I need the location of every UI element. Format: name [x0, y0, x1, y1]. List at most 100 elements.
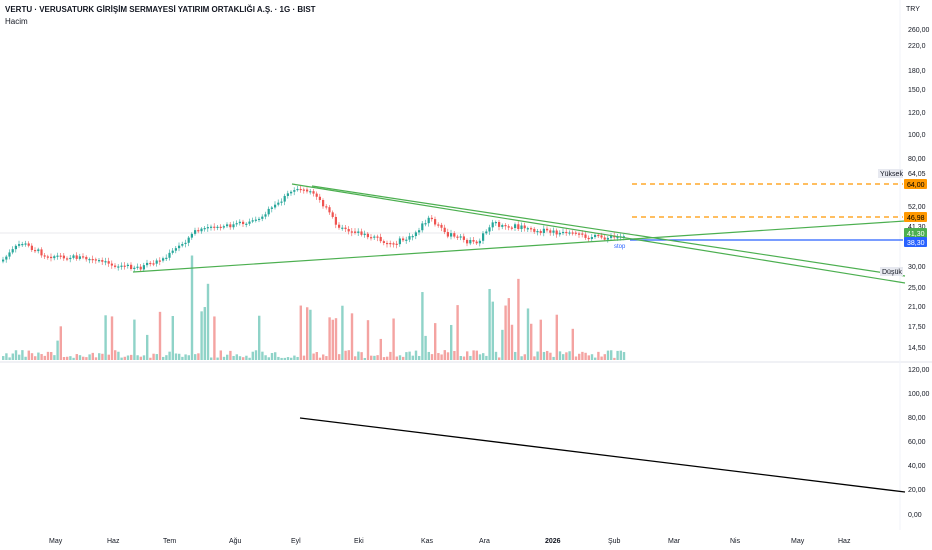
price-tick: 52,00 [908, 204, 926, 211]
volume-bar [30, 353, 34, 360]
candle [373, 236, 376, 238]
candle [277, 202, 280, 205]
volume-bar [357, 351, 360, 360]
candle [475, 241, 478, 244]
volume-bar [280, 357, 283, 360]
volume-bar [261, 351, 264, 360]
candle [283, 195, 286, 202]
volume-bar [587, 355, 590, 360]
candle [302, 189, 305, 191]
volume-bar [418, 355, 421, 360]
candle [104, 261, 107, 263]
lower-trendline[interactable] [132, 220, 906, 273]
candle [27, 243, 30, 246]
upper-trendline-b[interactable] [311, 185, 906, 277]
candle [523, 225, 526, 229]
candle [459, 236, 462, 238]
candle [130, 264, 133, 269]
volume-bar [162, 356, 165, 360]
candle [75, 255, 78, 259]
volume-bar [178, 353, 181, 360]
volume-bar [248, 357, 251, 360]
volume-bar [206, 283, 210, 360]
volume-bar [318, 357, 322, 360]
volume-bar [85, 357, 88, 360]
volume-bar [510, 324, 514, 360]
last-price-value: 41,30 [907, 231, 925, 238]
volume-bar [584, 352, 587, 360]
candle [139, 266, 142, 270]
orange-tag-top-value: 64,00 [907, 182, 925, 189]
candle [235, 223, 238, 225]
price-tick: 21,00 [908, 304, 926, 311]
candle [37, 249, 40, 252]
candle [213, 226, 216, 228]
stop-tag-value: 38,30 [907, 240, 925, 247]
volume-bar [427, 351, 430, 360]
price-tick: 25,00 [908, 285, 926, 292]
price-axis[interactable]: 260,00 220,0 180,0 150,0 120,0 100,0 80,… [908, 27, 930, 352]
lower-axis[interactable]: 120,00 100,00 80,00 60,00 40,00 20,00 0,… [908, 367, 930, 519]
price-tick: 260,00 [908, 27, 930, 34]
candle [325, 206, 328, 208]
volume-bar [555, 314, 558, 360]
volume-bar [574, 356, 578, 360]
volume-bar [187, 355, 190, 360]
candle [203, 228, 206, 230]
volume-bar [190, 255, 194, 360]
volume-bar [158, 311, 162, 360]
time-axis[interactable]: May Haz Tem Ağu Eyl Eki Kas Ara 2026 Şub… [49, 538, 851, 545]
candle [315, 193, 318, 197]
candle [584, 234, 587, 238]
candle [270, 207, 273, 209]
candle [456, 236, 459, 238]
volume-bar [299, 305, 302, 360]
candle [40, 249, 43, 256]
candle [251, 220, 254, 222]
candle [597, 234, 600, 237]
volume-bar [264, 355, 267, 360]
volume-bar [363, 357, 366, 360]
candle [430, 217, 433, 220]
price-tick: 220,0 [908, 43, 926, 50]
candle [363, 233, 366, 235]
lower-tick: 80,00 [908, 415, 926, 422]
volume-bars [2, 255, 626, 360]
candle [62, 255, 65, 259]
volume-bar [110, 316, 114, 360]
volume-bar [386, 356, 389, 360]
candle [158, 260, 161, 262]
currency-label[interactable]: TRY [906, 6, 920, 13]
candle [181, 244, 184, 246]
candle [539, 231, 542, 233]
candle [558, 232, 561, 235]
time-label: Haz [107, 538, 120, 545]
candle [322, 200, 325, 207]
lower-tick: 60,00 [908, 439, 926, 446]
candle [178, 245, 181, 249]
price-tick: 64,05 [908, 171, 926, 178]
volume-bar [389, 351, 392, 360]
candle [571, 232, 574, 234]
volume-bar [197, 353, 200, 360]
volume-bar [114, 350, 117, 360]
volume-bar [322, 354, 325, 360]
volume-bar [302, 355, 306, 360]
volume-bar [232, 355, 235, 360]
volume-bar [171, 316, 174, 360]
volume-bar [562, 354, 565, 360]
lower-pane-line[interactable] [299, 417, 906, 493]
volume-bar [296, 356, 299, 360]
candle [414, 232, 417, 237]
volume-bar [578, 353, 581, 360]
candle [78, 256, 81, 259]
volume-bar [226, 354, 229, 360]
volume-bar [565, 352, 568, 360]
volume-bar [414, 350, 418, 360]
candle [357, 231, 360, 233]
upper-trendline-a[interactable] [291, 183, 906, 284]
candle [581, 233, 584, 235]
candle [107, 261, 110, 264]
stop-tag-bg [904, 237, 927, 247]
